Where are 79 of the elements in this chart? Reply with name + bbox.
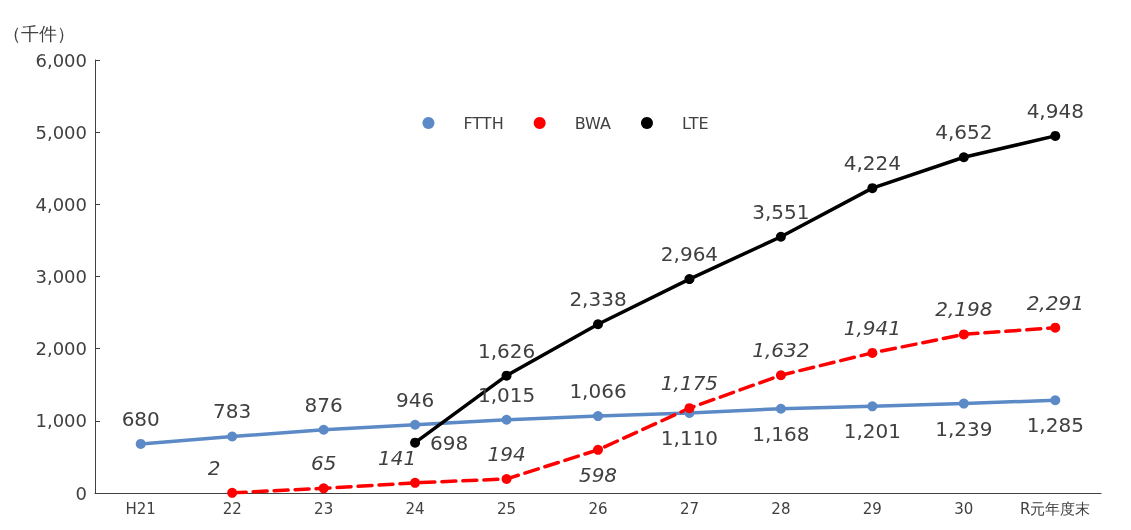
x-tick-label: 27 xyxy=(679,499,699,518)
data-label: 194 xyxy=(487,442,526,466)
x-tick-label: 25 xyxy=(497,499,517,518)
legend-label: FTTH xyxy=(463,113,504,133)
x-tick-label: 23 xyxy=(314,499,334,518)
data-label: 4,652 xyxy=(935,120,993,145)
point xyxy=(1050,322,1061,333)
point xyxy=(775,370,786,381)
y-tick-label: 4,000 xyxy=(35,193,87,215)
data-label: 1,110 xyxy=(660,425,719,450)
x-tick-label: 22 xyxy=(222,499,242,518)
point xyxy=(867,347,878,358)
point xyxy=(684,403,695,414)
data-label: 2,291 xyxy=(1026,290,1084,315)
x-tick-label: 24 xyxy=(405,499,425,518)
point xyxy=(593,444,603,455)
data-label: 4,224 xyxy=(843,151,901,176)
data-label: 2,964 xyxy=(660,242,719,267)
point xyxy=(1050,130,1061,141)
data-label: 1,626 xyxy=(477,338,536,363)
point xyxy=(958,398,969,409)
data-label: 2,198 xyxy=(935,297,993,322)
point xyxy=(501,370,512,381)
point xyxy=(227,487,238,498)
point xyxy=(501,474,512,484)
data-label: 1,941 xyxy=(843,315,901,340)
point xyxy=(501,414,512,425)
x-tick-label: 30 xyxy=(954,499,974,518)
y-tick-label: 5,000 xyxy=(35,121,87,143)
x-tick-label: 28 xyxy=(771,499,791,518)
legend-label: BWA xyxy=(574,113,612,133)
data-label: 1,285 xyxy=(1026,413,1084,438)
data-label: 1,239 xyxy=(935,416,993,441)
data-label: 2,338 xyxy=(569,287,627,312)
data-label: 680 xyxy=(121,406,160,431)
y-tick-label: 6,000 xyxy=(35,49,87,71)
point xyxy=(593,411,603,422)
y-tick-label: 2,000 xyxy=(35,338,87,360)
point xyxy=(958,152,969,163)
data-label: 598 xyxy=(578,462,618,487)
data-label: 141 xyxy=(378,445,417,470)
point xyxy=(775,403,786,414)
point xyxy=(318,424,329,435)
point xyxy=(593,319,603,330)
data-label: 698 xyxy=(430,430,469,455)
data-label: 3,551 xyxy=(752,199,810,224)
point xyxy=(775,231,786,242)
x-tick-label: R元年度末 xyxy=(1020,499,1091,518)
point xyxy=(867,401,878,412)
point xyxy=(410,419,421,430)
y-tick-label: 3,000 xyxy=(35,266,87,287)
y-axis-title: （千件） xyxy=(3,22,75,44)
point xyxy=(410,477,421,488)
x-tick-label: 26 xyxy=(588,499,608,518)
point xyxy=(318,483,329,494)
data-label: 2 xyxy=(207,455,221,480)
data-label: 1,066 xyxy=(569,379,627,404)
data-label: 1,632 xyxy=(752,338,810,363)
x-tick-label: 29 xyxy=(862,499,882,518)
y-tick-label: 0 xyxy=(75,482,87,504)
data-label: 946 xyxy=(396,387,435,412)
data-label: 876 xyxy=(304,392,343,417)
point xyxy=(1050,395,1061,406)
point xyxy=(958,329,969,340)
data-label: 1,201 xyxy=(843,419,901,444)
y-tick-label: 1,000 xyxy=(35,410,87,432)
x-tick-label: H21 xyxy=(125,499,156,518)
point xyxy=(684,274,695,285)
data-label: 1,168 xyxy=(752,421,810,446)
point xyxy=(227,431,238,442)
data-label: 1,175 xyxy=(660,371,719,396)
data-label: 1,015 xyxy=(477,382,536,407)
point xyxy=(867,183,878,194)
data-label: 4,948 xyxy=(1026,98,1084,123)
data-label: 783 xyxy=(213,399,252,424)
point xyxy=(410,437,421,448)
point xyxy=(135,438,146,449)
legend-label: LTE xyxy=(681,113,709,133)
data-label: 65 xyxy=(310,451,337,476)
